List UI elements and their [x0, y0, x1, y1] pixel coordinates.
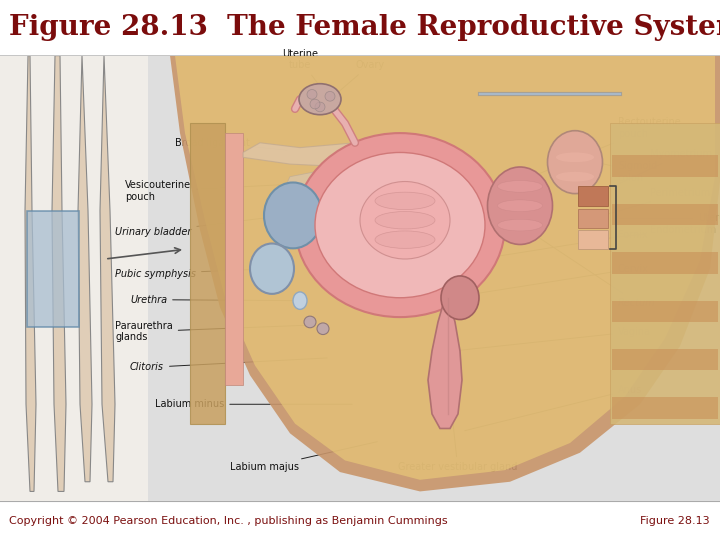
Polygon shape — [285, 172, 340, 193]
Ellipse shape — [556, 152, 594, 162]
Text: Endometrium: Endometrium — [595, 225, 716, 239]
Ellipse shape — [299, 84, 341, 114]
Bar — [612, 301, 718, 322]
Bar — [612, 252, 718, 274]
Text: Clitoris: Clitoris — [130, 358, 327, 373]
Text: Uterus: Uterus — [618, 213, 720, 224]
Ellipse shape — [556, 172, 594, 181]
Ellipse shape — [250, 244, 294, 294]
Ellipse shape — [264, 183, 322, 248]
Ellipse shape — [360, 181, 450, 259]
Ellipse shape — [315, 152, 485, 298]
Circle shape — [317, 323, 329, 335]
Circle shape — [315, 102, 325, 112]
Polygon shape — [428, 298, 462, 428]
Text: Vagina: Vagina — [456, 327, 651, 350]
Text: Ovary: Ovary — [332, 60, 384, 97]
Bar — [612, 204, 718, 225]
Text: Pubic symphysis: Pubic symphysis — [115, 268, 269, 279]
Ellipse shape — [375, 231, 435, 248]
Bar — [578, 230, 608, 249]
Ellipse shape — [375, 212, 435, 229]
Ellipse shape — [547, 131, 603, 194]
Ellipse shape — [293, 292, 307, 309]
Text: Urinary bladder: Urinary bladder — [115, 216, 282, 237]
Polygon shape — [243, 143, 370, 167]
Text: Rectouterine
pouch: Rectouterine pouch — [523, 118, 680, 180]
Text: Anus: Anus — [464, 384, 642, 431]
Text: Labium minus: Labium minus — [155, 399, 352, 409]
Polygon shape — [25, 56, 36, 491]
Ellipse shape — [295, 133, 505, 317]
Ellipse shape — [375, 192, 435, 210]
Bar — [27, 211, 79, 327]
Bar — [612, 349, 718, 370]
Text: Fornix: Fornix — [482, 230, 648, 259]
Bar — [610, 124, 720, 424]
Text: Urethra: Urethra — [130, 295, 297, 305]
Circle shape — [325, 91, 335, 101]
Circle shape — [304, 316, 316, 328]
Bar — [190, 124, 225, 424]
Circle shape — [310, 99, 320, 109]
Ellipse shape — [441, 276, 479, 320]
Ellipse shape — [498, 219, 542, 231]
Bar — [578, 186, 608, 206]
Text: Figure 28.13  The Female Reproductive System: Figure 28.13 The Female Reproductive Sys… — [9, 14, 720, 41]
Polygon shape — [175, 56, 715, 480]
Text: Cervix: Cervix — [464, 264, 649, 295]
Ellipse shape — [487, 167, 552, 245]
Text: Vesicouterine
pouch: Vesicouterine pouch — [125, 180, 302, 202]
Polygon shape — [100, 56, 115, 482]
Text: Uterine
tube: Uterine tube — [282, 49, 338, 111]
Text: Labium majus: Labium majus — [230, 442, 377, 472]
Circle shape — [307, 90, 317, 99]
Text: Copyright © 2004 Pearson Education, Inc. , publishing as Benjamin Cummings: Copyright © 2004 Pearson Education, Inc.… — [9, 516, 447, 525]
Bar — [225, 133, 243, 385]
Polygon shape — [52, 56, 66, 491]
Text: Sigmoid
colon: Sigmoid colon — [577, 158, 657, 183]
Text: Paraurethra
glands: Paraurethra glands — [115, 321, 313, 342]
Text: Rectum: Rectum — [522, 227, 656, 308]
Bar — [578, 208, 608, 228]
Bar — [612, 397, 718, 419]
Polygon shape — [78, 56, 92, 482]
Polygon shape — [170, 56, 720, 491]
Bar — [0, 56, 148, 501]
Bar — [612, 156, 718, 177]
Text: Broad ligament: Broad ligament — [175, 138, 287, 150]
Ellipse shape — [498, 180, 542, 192]
Text: Myometrium: Myometrium — [595, 150, 712, 195]
Text: Perimetrium: Perimetrium — [595, 188, 710, 218]
Text: Figure 28.13: Figure 28.13 — [639, 516, 709, 525]
Text: Greater vestibular gland: Greater vestibular gland — [398, 397, 518, 472]
Ellipse shape — [498, 200, 542, 212]
